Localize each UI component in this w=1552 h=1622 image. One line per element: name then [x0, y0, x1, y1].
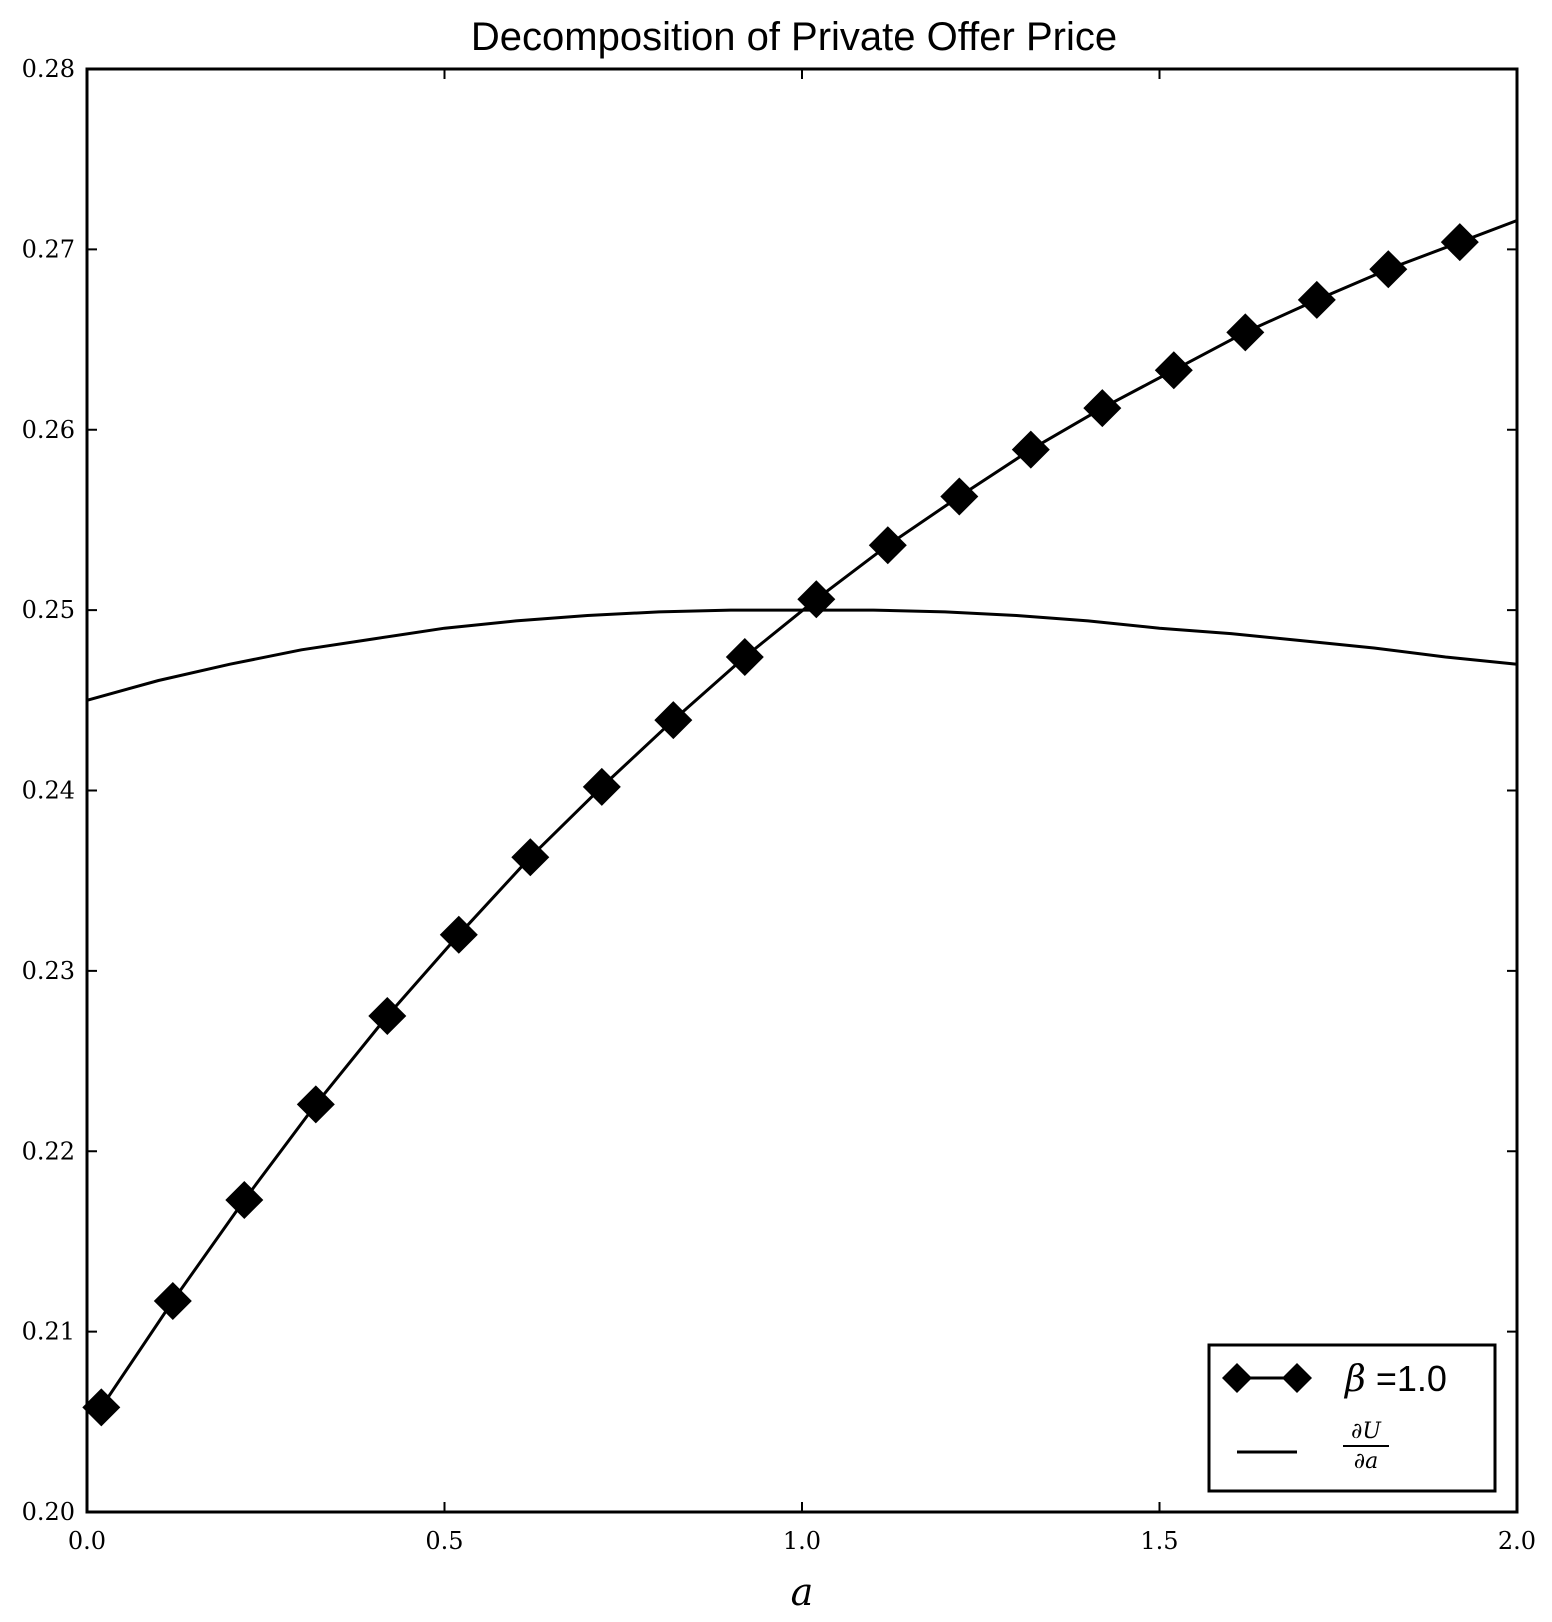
y-tick-label: 0.22: [22, 1137, 75, 1165]
data-point-diamond: [368, 996, 407, 1035]
data-point-diamond: [940, 477, 979, 516]
legend-label-beta: β =1.0: [1343, 1358, 1447, 1400]
x-axis-label: a: [791, 1570, 814, 1614]
legend-frac-numerator: ∂U: [1351, 1419, 1382, 1444]
data-point-diamond: [153, 1281, 192, 1320]
chart-title: Decomposition of Private Offer Price: [471, 15, 1117, 59]
legend-frac-denominator: ∂a: [1354, 1449, 1379, 1474]
data-point-diamond: [1011, 430, 1050, 469]
data-point-diamond: [1226, 313, 1265, 352]
plot-frame: [85, 67, 1519, 1514]
data-point-diamond: [1297, 280, 1336, 319]
legend-beta-symbol: β: [1343, 1359, 1366, 1400]
x-tick-label: 1.5: [1140, 1527, 1178, 1555]
x-tick-label: 0.5: [425, 1527, 463, 1555]
series-line-1: [86, 608, 1518, 702]
x-tick-label: 1.0: [783, 1527, 821, 1555]
data-point-diamond: [654, 701, 693, 740]
x-tick-label: 0.0: [68, 1527, 106, 1555]
y-tick-label: 0.28: [22, 55, 75, 83]
data-point-diamond: [582, 767, 621, 806]
data-point-diamond: [797, 580, 836, 619]
y-tick-label: 0.21: [22, 1318, 75, 1346]
data-point-diamond: [1440, 223, 1479, 262]
ticks-layer: 0.0 0.5 1.0 1.5 2.0 0.20 0.21 0.22 0.23 0.24 0.25 0…: [22, 55, 1537, 1555]
data-point-diamond: [725, 638, 764, 677]
y-tick-label: 0.25: [22, 596, 75, 624]
data-point-diamond: [868, 526, 907, 565]
legend-beta-value: =1.0: [1366, 1358, 1447, 1399]
data-point-diamond: [296, 1085, 335, 1124]
y-tick-label: 0.27: [22, 235, 75, 263]
legend: β =1.0 ∂U ∂a: [1207, 1343, 1497, 1493]
legend-frame: [1207, 1343, 1497, 1493]
y-tick-label: 0.26: [22, 416, 75, 444]
data-point-diamond: [439, 915, 478, 954]
y-tick-label: 0.24: [22, 777, 75, 805]
series-layer: [82, 219, 1518, 1427]
data-point-diamond: [511, 838, 550, 877]
legend-marker-diamond: [1282, 1363, 1312, 1393]
data-point-diamond: [1369, 250, 1408, 289]
data-point-diamond: [1083, 389, 1122, 428]
x-tick-label: 2.0: [1498, 1527, 1536, 1555]
y-tick-label: 0.23: [22, 957, 75, 985]
legend-marker-diamond: [1222, 1363, 1252, 1393]
data-point-diamond: [225, 1180, 264, 1219]
data-point-diamond: [82, 1388, 121, 1427]
y-tick-label: 0.20: [22, 1498, 75, 1526]
data-point-diamond: [1154, 351, 1193, 390]
series-line-0: [100, 219, 1518, 1409]
